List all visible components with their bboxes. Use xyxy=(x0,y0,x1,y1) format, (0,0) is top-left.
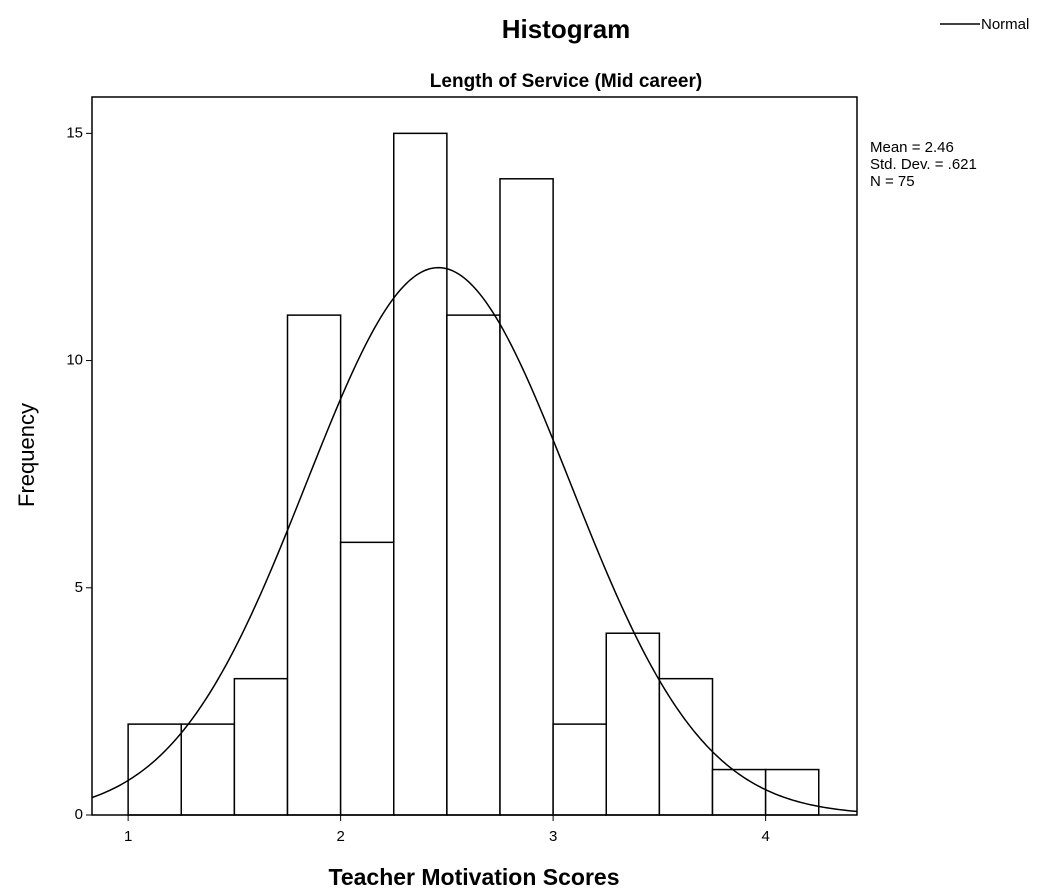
x-tick-label: 4 xyxy=(761,828,769,845)
bar xyxy=(393,132,448,816)
x-tick-label: 3 xyxy=(549,828,557,845)
bar xyxy=(127,723,182,816)
x-axis-label: Teacher Motivation Scores xyxy=(329,864,620,890)
bar xyxy=(286,314,342,816)
bar xyxy=(180,723,236,816)
normal-curve xyxy=(91,266,858,813)
stat-mean: Mean = 2.46 xyxy=(870,139,954,156)
bar xyxy=(658,677,714,816)
y-axis-label: Frequency xyxy=(14,403,39,507)
x-tick-label: 1 xyxy=(124,828,132,845)
bar xyxy=(233,677,289,816)
y-tick-label: 5 xyxy=(75,579,83,596)
y-tick-label: 0 xyxy=(75,806,83,823)
y-tick-label: 15 xyxy=(66,124,83,141)
bar xyxy=(711,768,767,816)
bar xyxy=(339,541,395,816)
y-tick-label: 10 xyxy=(66,352,83,369)
bar xyxy=(552,723,607,816)
bar xyxy=(605,632,661,816)
chart-title: Histogram xyxy=(502,14,631,44)
plot-frame xyxy=(91,96,858,816)
bar xyxy=(764,768,820,816)
bar xyxy=(499,178,554,816)
chart-subtitle: Length of Service (Mid career) xyxy=(430,71,702,92)
stat-sd: Std. Dev. = .621 xyxy=(870,156,977,173)
bar xyxy=(446,314,501,816)
x-tick-label: 2 xyxy=(336,828,344,845)
stat-n: N = 75 xyxy=(870,173,915,190)
legend-label: Normal xyxy=(981,16,1029,33)
